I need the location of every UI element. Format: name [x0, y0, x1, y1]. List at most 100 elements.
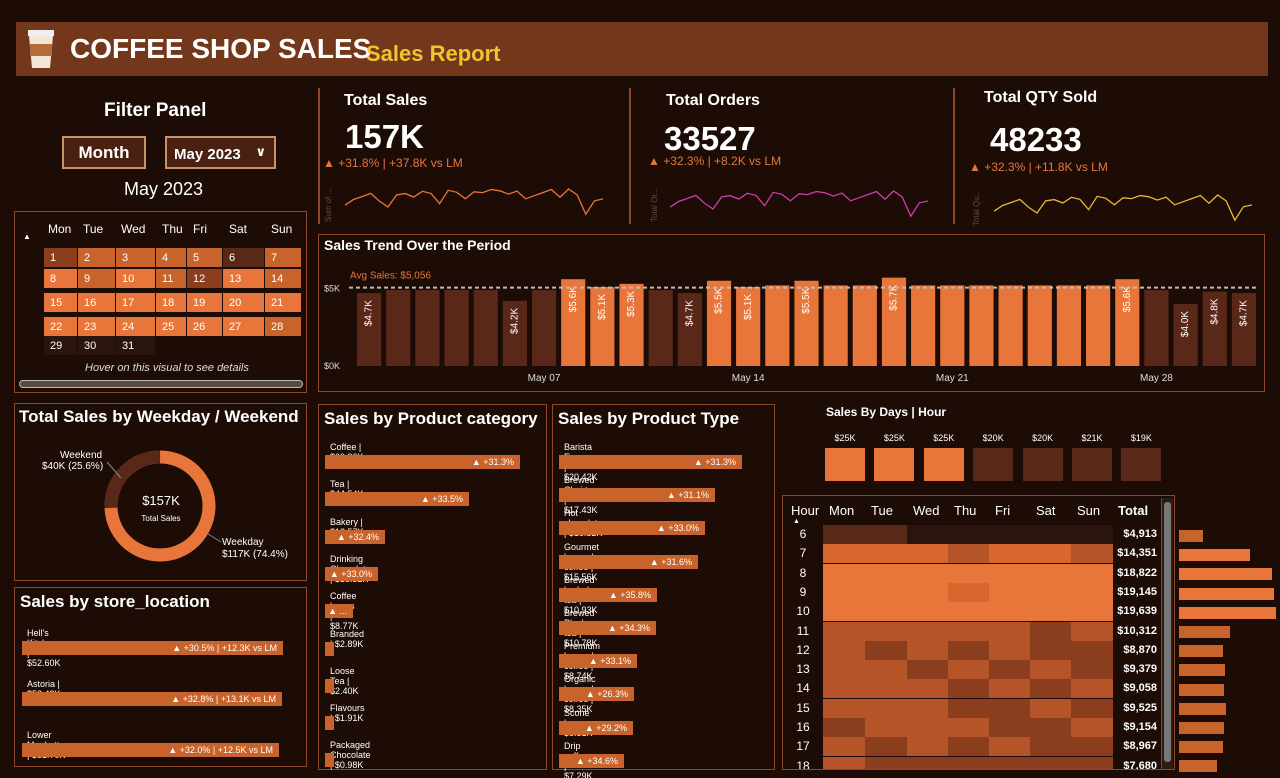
heatmap-cell[interactable] [989, 660, 1030, 680]
heatmap-cell[interactable] [823, 756, 865, 769]
trend-bar[interactable] [590, 286, 615, 366]
heatmap-cell[interactable] [823, 563, 865, 583]
heatmap-cell[interactable] [907, 679, 948, 699]
heatmap-cell[interactable] [1030, 679, 1071, 699]
heatmap-cell[interactable] [948, 621, 989, 641]
calendar-day-cell[interactable]: 20 [223, 293, 264, 312]
heatmap-cell[interactable] [907, 582, 948, 602]
bar[interactable]: ▲ +31.3% [559, 455, 742, 469]
calendar-day-cell[interactable]: 27 [223, 317, 264, 336]
column-header-day[interactable]: Thu [954, 503, 977, 518]
heatmap-cell[interactable] [1030, 563, 1071, 583]
heatmap-cell[interactable] [865, 563, 907, 583]
heatmap-cell[interactable] [1071, 660, 1113, 680]
trend-bar[interactable] [1202, 291, 1227, 366]
sort-up-icon[interactable]: ▲ [793, 518, 800, 525]
heatmap-cell[interactable] [1071, 602, 1113, 622]
heatmap-cell[interactable] [948, 718, 989, 737]
calendar-day-cell[interactable]: 6 [223, 248, 264, 267]
bar[interactable] [325, 641, 334, 656]
heatmap-cell[interactable] [907, 698, 948, 718]
calendar-day-cell[interactable]: 23 [78, 317, 115, 336]
heatmap-cell[interactable] [907, 756, 948, 769]
calendar-day-cell[interactable]: 10 [116, 269, 155, 288]
month-button[interactable]: Month [62, 136, 146, 169]
heatmap-cell[interactable] [948, 525, 989, 544]
bar[interactable]: ▲ +33.1% [559, 654, 637, 669]
heatmap-cell[interactable] [907, 563, 948, 583]
bar[interactable]: ▲ +32.8% | +13.1K vs LM [22, 692, 282, 706]
trend-bar[interactable] [1086, 285, 1111, 366]
calendar-day-cell[interactable]: 8 [44, 269, 77, 288]
trend-bar[interactable] [765, 285, 790, 366]
calendar-day-cell[interactable]: 2 [78, 248, 115, 267]
bar[interactable]: ▲ +31.1% [559, 488, 715, 503]
calendar-day-cell[interactable]: 28 [265, 317, 301, 336]
trend-bar[interactable] [911, 285, 936, 366]
hour-heatmap-table[interactable]: Hour ▲ Mon Tue Wed Thu Fri Sat Sun Total 6 $4,9… [782, 495, 1175, 770]
vertical-scrollbar[interactable] [1161, 498, 1173, 769]
heatmap-cell[interactable] [823, 582, 865, 602]
heatmap-cell[interactable] [865, 525, 907, 544]
trend-bar[interactable] [677, 293, 702, 366]
heatmap-cell[interactable] [948, 698, 989, 718]
calendar-day-cell[interactable]: 7 [265, 248, 301, 267]
sort-up-icon[interactable]: ▲ [23, 232, 31, 241]
donut-chart[interactable] [15, 404, 306, 580]
heatmap-cell[interactable] [1071, 737, 1113, 757]
heatmap-cell[interactable] [865, 737, 907, 757]
heatmap-cell[interactable] [823, 525, 865, 544]
trend-bar[interactable] [1173, 304, 1198, 366]
bar[interactable]: ▲ +33.5% [325, 492, 469, 507]
bar[interactable] [325, 678, 334, 693]
calendar-day-cell[interactable]: 22 [44, 317, 77, 336]
heatmap-cell[interactable] [907, 718, 948, 737]
heatmap-cell[interactable] [1071, 640, 1113, 660]
heatmap-cell[interactable] [865, 660, 907, 680]
column-header-day[interactable]: Sun [1077, 503, 1101, 518]
column-header-day[interactable]: Sat [1036, 503, 1056, 518]
bar[interactable]: ▲ +30.5% | +12.3K vs LM [22, 641, 283, 655]
heatmap-cell[interactable] [865, 698, 907, 718]
calendar-day-cell[interactable]: 11 [156, 269, 186, 288]
trend-bar[interactable] [998, 285, 1023, 366]
hour-total-bar[interactable] [1179, 549, 1250, 562]
heatmap-cell[interactable] [989, 602, 1030, 622]
calendar-day-cell[interactable]: 17 [116, 293, 155, 312]
heatmap-cell[interactable] [1030, 718, 1071, 737]
column-header-day[interactable]: Tue [871, 503, 893, 518]
trend-bar[interactable] [736, 286, 761, 366]
heatmap-cell[interactable] [865, 718, 907, 737]
heatmap-cell[interactable] [907, 602, 948, 622]
heatmap-cell[interactable] [823, 602, 865, 622]
heatmap-cell[interactable] [948, 679, 989, 699]
trend-bar[interactable] [794, 280, 819, 366]
kpi-sparkline[interactable] [994, 186, 1252, 226]
heatmap-cell[interactable] [823, 544, 865, 564]
trend-bar[interactable] [1231, 293, 1256, 366]
heatmap-cell[interactable] [989, 718, 1030, 737]
sales-trend-chart[interactable]: $5K $0K $4.7K $4.2K $5.6K $5.1K $5.3K $4.7K $5.5… [319, 235, 1264, 391]
hour-total-bar[interactable] [1179, 741, 1223, 754]
column-header-total[interactable]: Total [1118, 503, 1149, 518]
heatmap-cell[interactable] [1030, 621, 1071, 641]
trend-bar[interactable] [852, 285, 877, 366]
heatmap-cell[interactable] [989, 737, 1030, 757]
day-sales-square[interactable] [825, 448, 865, 481]
trend-bar[interactable] [648, 290, 673, 366]
heatmap-cell[interactable] [948, 660, 989, 680]
calendar-day-cell[interactable]: 25 [156, 317, 186, 336]
heatmap-cell[interactable] [865, 640, 907, 660]
calendar-day-cell[interactable]: 3 [116, 248, 155, 267]
calendar-day-cell[interactable]: 5 [187, 248, 222, 267]
heatmap-cell[interactable] [823, 679, 865, 699]
heatmap-cell[interactable] [823, 698, 865, 718]
bar[interactable]: ▲ +33.0% [325, 566, 378, 581]
column-header-day[interactable]: Wed [913, 503, 940, 518]
heatmap-cell[interactable] [907, 525, 948, 544]
day-sales-square[interactable] [1022, 448, 1063, 481]
heatmap-cell[interactable] [989, 698, 1030, 718]
hour-total-bar[interactable] [1179, 606, 1276, 619]
heatmap-cell[interactable] [865, 544, 907, 564]
heatmap-cell[interactable] [989, 621, 1030, 641]
